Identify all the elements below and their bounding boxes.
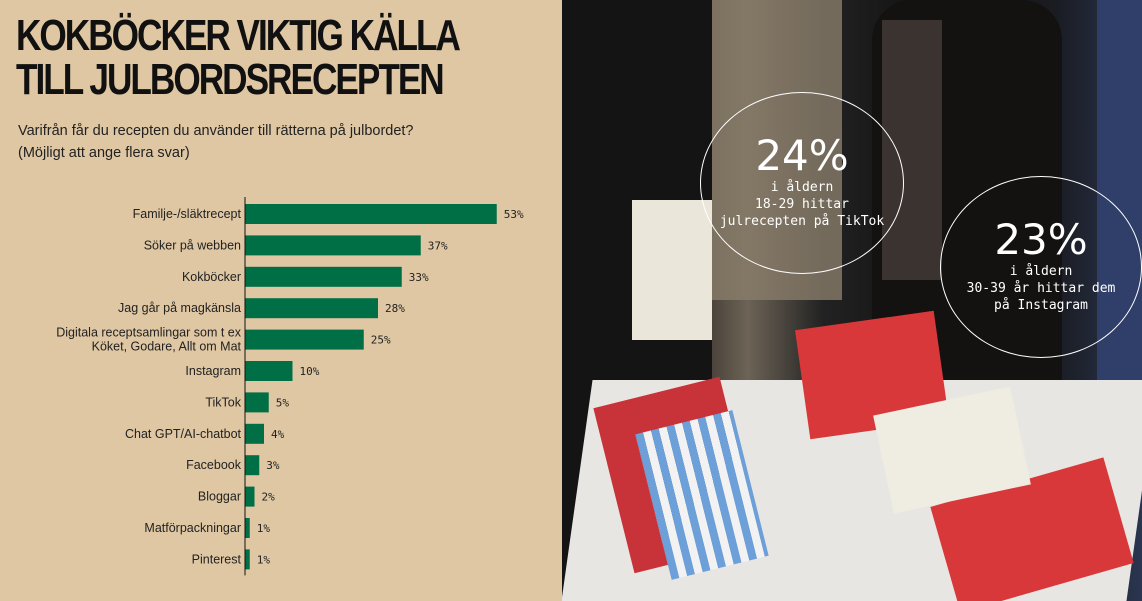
category-label: Söker på webben [144,238,241,252]
bar-chart: Familje-/släktrecept 53% Söker på webben 37… [56,197,524,576]
value-label: 1% [257,522,271,535]
bar [245,204,497,224]
value-label: 1% [257,553,271,566]
category-label: Matförpackningar [144,521,241,535]
callout-line: i åldern [1009,264,1073,279]
infographic-panel: KOKBÖCKER VIKTIG KÄLLA TILL JULBORDSRECE… [0,0,562,601]
category-label: Pinterest [192,552,242,566]
category-label: Facebook [186,458,242,472]
value-label: 5% [276,396,290,409]
bar [245,329,364,350]
bar [245,235,421,256]
category-label: Familje-/släktrecept [133,207,242,221]
callout-instagram: 23% i åldern 30-39 år hittar dem på Inst… [940,176,1142,358]
callout-value: 24% [755,131,849,180]
value-label: 10% [300,365,320,378]
callout-value: 23% [994,215,1088,264]
value-label: 4% [271,428,285,441]
question-note: (Möjligt att ange flera svar) [18,145,190,161]
value-label: 2% [262,491,276,504]
page-title: KOKBÖCKER VIKTIG KÄLLA TILL JULBORDSRECE… [16,11,461,104]
bar [245,549,250,570]
category-label: Kokböcker [182,270,241,284]
bar [245,298,378,319]
bar [245,423,264,444]
bar [245,361,293,381]
callout-line: 30-39 år hittar dem [966,281,1116,296]
photo-book-table: 24% i åldern 18-29 hittar julrecepten på… [562,0,1142,601]
callout-tiktok: 24% i åldern 18-29 hittar julrecepten på… [700,92,904,274]
value-label: 28% [385,302,405,315]
bar [245,455,260,476]
callout-line: i åldern [770,180,834,195]
category-label: Bloggar [198,490,241,504]
question-text: Varifrån får du recepten du använder til… [18,123,414,139]
bar [245,486,255,507]
category-label: Digitala receptsamlingar som t ex Köket, … [56,326,242,354]
bar [245,518,250,538]
category-label: Chat GPT/AI-chatbot [125,427,242,441]
value-label: 3% [266,459,280,472]
category-label: Instagram [185,364,241,378]
value-label: 37% [428,239,448,252]
callout-line: på Instagram [994,298,1088,313]
bar [245,266,402,287]
callout-line: julrecepten på TikTok [719,214,885,229]
value-label: 33% [409,271,429,284]
category-label: TikTok [205,395,241,409]
survey-question: Varifrån får du recepten du använder til… [18,120,414,164]
category-label: Jag går på magkänsla [118,301,241,315]
callout-line: 18-29 hittar [755,197,849,212]
value-label: 25% [371,334,391,347]
bar [245,392,269,413]
value-label: 53% [504,208,524,221]
